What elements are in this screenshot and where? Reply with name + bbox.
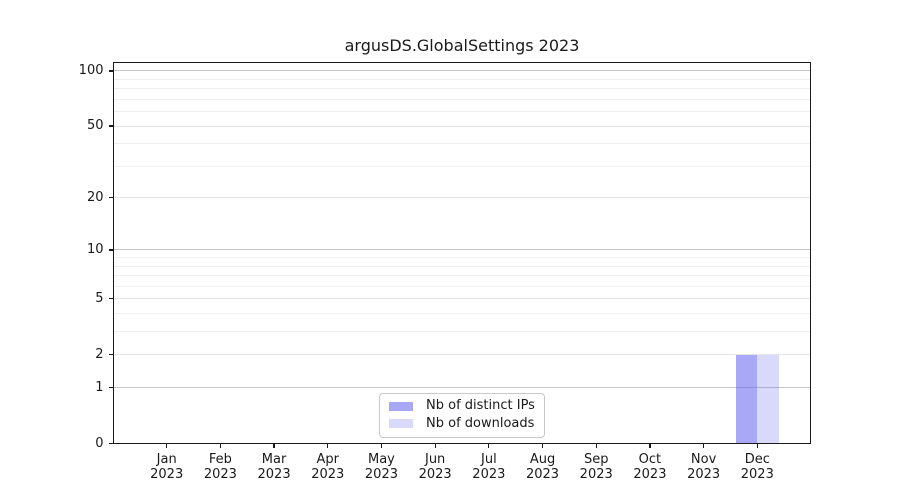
y-axis-tick	[108, 197, 113, 199]
x-axis-label-month: Oct	[638, 451, 662, 467]
y-gridline-mid	[114, 354, 810, 356]
y-axis-tick	[108, 442, 113, 445]
x-axis-label-year: 2023	[525, 466, 560, 482]
x-axis-label-year: 2023	[740, 466, 774, 482]
y-gridline-mid	[114, 197, 810, 199]
x-axis-label-month: Jun	[424, 451, 446, 467]
x-axis-label-year: 2023	[687, 466, 721, 482]
y-axis-tick	[108, 386, 113, 389]
y-axis-label: 10	[86, 241, 104, 257]
y-axis-tick	[108, 125, 113, 127]
x-axis-label: Dec 2023	[725, 452, 789, 482]
x-axis-label: Mar 2023	[242, 452, 306, 482]
legend-label: Nb of downloads	[426, 415, 535, 431]
y-axis-tick	[108, 354, 113, 356]
y-axis-tick	[108, 249, 113, 251]
y-gridline-minor	[114, 285, 810, 287]
x-axis-label-month: Sep	[583, 451, 609, 467]
x-axis-label-month: Jul	[481, 451, 497, 467]
y-axis-label: 5	[95, 290, 104, 306]
x-axis-label-month: Jan	[156, 451, 177, 467]
bar-nb-of-distinct-ips	[735, 354, 758, 444]
y-axis-label: 0	[95, 435, 104, 451]
y-gridline-minor	[114, 98, 810, 100]
y-gridline-minor	[114, 88, 810, 90]
x-axis-label-year: 2023	[311, 466, 345, 482]
legend: Nb of distinct IPs Nb of downloads	[379, 392, 545, 438]
x-axis-label: Nov 2023	[672, 452, 736, 482]
x-axis-tick	[488, 443, 490, 448]
x-axis-label: Apr 2023	[296, 452, 360, 482]
x-axis-label-month: Aug	[529, 451, 556, 467]
y-gridline-minor	[114, 143, 810, 145]
x-axis-label-month: Mar	[261, 451, 287, 467]
x-axis-label: May 2023	[349, 452, 413, 482]
plot-area	[113, 61, 811, 444]
chart-title: argusDS.GlobalSettings 2023	[344, 36, 580, 55]
y-gridline-major	[114, 387, 810, 389]
x-axis-label-year: 2023	[579, 466, 613, 482]
y-gridline-mid	[114, 298, 810, 300]
x-axis-label-year: 2023	[418, 466, 452, 482]
y-gridline-major	[114, 70, 810, 72]
legend-swatch	[389, 419, 413, 429]
x-axis-label-year: 2023	[633, 466, 667, 482]
y-gridline-minor	[114, 78, 810, 80]
y-axis-label: 50	[86, 118, 104, 134]
x-axis-tick	[756, 443, 758, 448]
legend-item: Nb of distinct IPs	[389, 398, 535, 416]
x-axis-tick	[541, 443, 544, 448]
x-axis-label: Sep 2023	[564, 452, 628, 482]
x-axis-tick	[434, 443, 436, 448]
x-axis-label: Jul 2023	[457, 452, 521, 482]
x-axis-label-month: May	[368, 451, 395, 467]
x-axis-label-month: Feb	[208, 451, 232, 467]
x-axis-label: Feb 2023	[188, 452, 252, 482]
y-axis-label: 100	[78, 62, 104, 78]
x-axis-tick	[327, 443, 329, 448]
y-gridline-minor	[114, 275, 810, 277]
x-axis-tick	[649, 443, 651, 448]
x-axis-label: Jun 2023	[403, 452, 467, 482]
x-axis-label: Aug 2023	[511, 452, 575, 482]
x-axis-tick	[702, 443, 705, 448]
y-gridline-minor	[114, 331, 810, 333]
bar-nb-of-downloads	[757, 354, 780, 444]
x-axis-tick	[595, 443, 597, 448]
x-axis-label-year: 2023	[472, 466, 506, 482]
y-gridline-mid	[114, 125, 810, 127]
x-axis-label-year: 2023	[364, 466, 398, 482]
y-axis-label: 1	[95, 379, 104, 395]
x-axis-tick	[219, 443, 222, 448]
y-axis-tick	[108, 70, 113, 72]
x-axis-label: Jan 2023	[135, 452, 199, 482]
x-axis-tick	[380, 443, 383, 448]
legend-swatch	[389, 401, 413, 411]
y-gridline-minor	[114, 111, 810, 113]
y-gridline-minor	[114, 265, 810, 267]
x-axis-label-year: 2023	[203, 466, 237, 482]
y-axis-label: 2	[95, 346, 104, 362]
x-axis-label-year: 2023	[257, 466, 291, 482]
x-axis-label-month: Dec	[744, 451, 770, 467]
legend-item: Nb of downloads	[389, 415, 535, 433]
x-axis-label: Oct 2023	[618, 452, 682, 482]
x-axis-label-month: Apr	[316, 451, 340, 467]
x-axis-label-month: Nov	[690, 451, 717, 467]
y-gridline-major	[114, 249, 810, 251]
x-axis-label-year: 2023	[150, 466, 184, 482]
y-gridline-minor	[114, 165, 810, 167]
y-gridline-minor	[114, 257, 810, 259]
legend-label: Nb of distinct IPs	[426, 398, 535, 414]
y-axis-tick	[108, 298, 113, 300]
x-axis-tick	[166, 443, 168, 448]
x-axis-tick	[273, 443, 275, 448]
y-gridline-minor	[114, 313, 810, 315]
y-axis-label: 20	[86, 189, 104, 205]
